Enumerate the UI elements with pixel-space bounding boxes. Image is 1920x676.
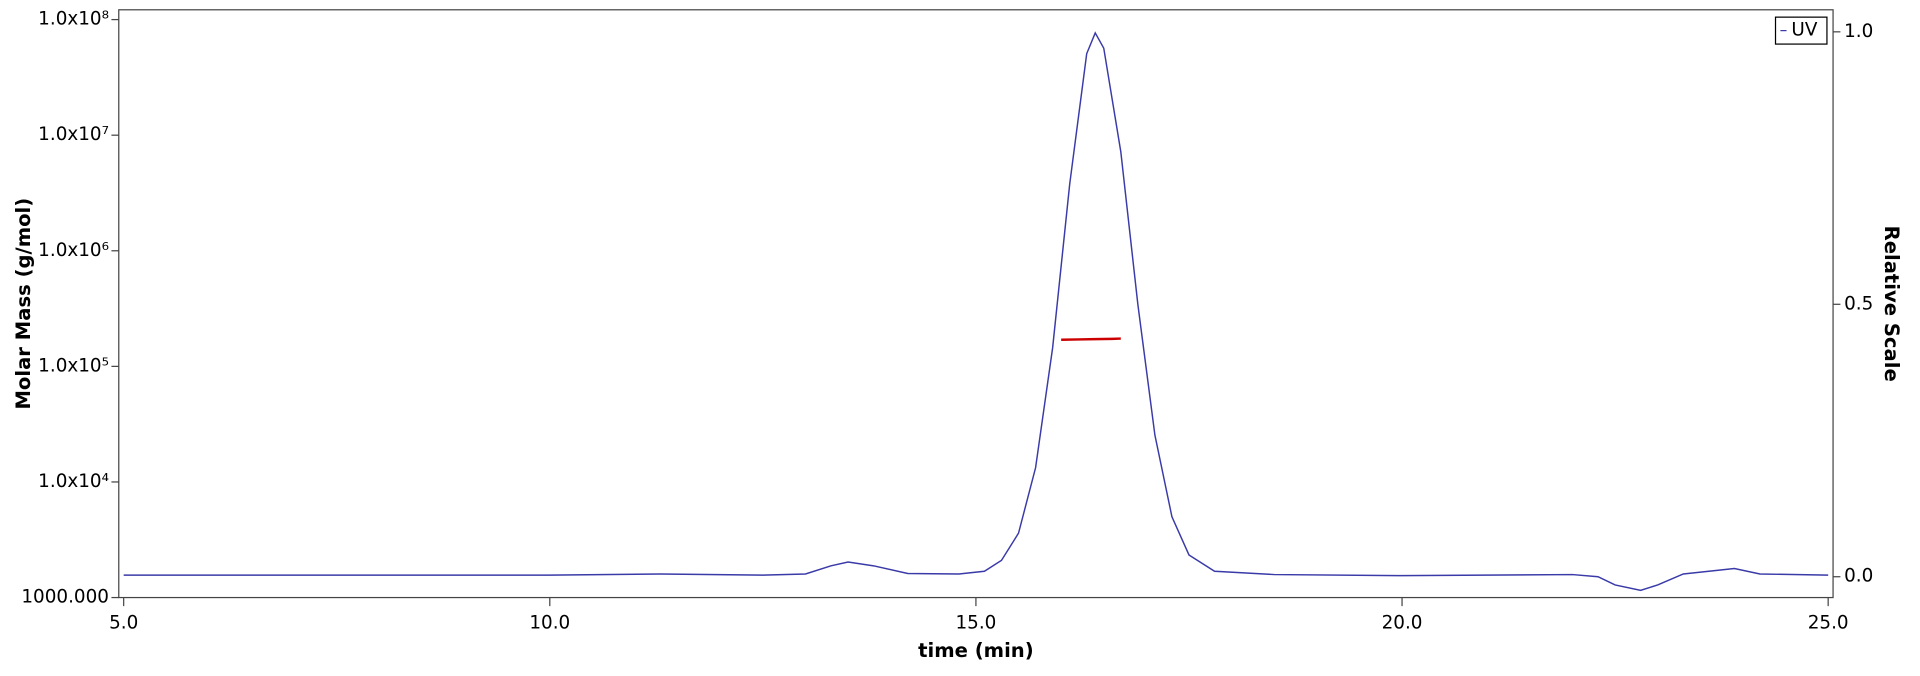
series-line: [1061, 337, 1121, 341]
series-line: [123, 31, 1829, 592]
y-tick-label: 1.0x10⁵: [38, 355, 109, 376]
x-tick-label: 20.0: [1382, 612, 1423, 633]
y-tick-label: 1.0x10⁴: [38, 471, 109, 492]
y-tick-label: 1000.000: [21, 587, 109, 608]
y-tick-label: 1.0x10⁸: [38, 9, 109, 30]
legend-label: UV: [1791, 20, 1817, 41]
y-tick-label: 1.0x10⁷: [38, 124, 109, 145]
x-tick-label: 25.0: [1808, 612, 1849, 633]
plot-frame: [118, 9, 1834, 599]
y-tick-label: 1.0x10⁶: [38, 240, 109, 261]
y2-tick-label: 0.0: [1844, 566, 1873, 587]
x-tick-label: 5.0: [109, 612, 138, 633]
y2-axis-title: Relative Scale: [1880, 226, 1903, 382]
x-tick-label: 10.0: [529, 612, 570, 633]
y-axis-title: Molar Mass (g/mol): [12, 198, 35, 410]
x-axis-title: time (min): [918, 639, 1034, 662]
y2-tick-label: 1.0: [1844, 21, 1873, 42]
x-tick-label: 15.0: [955, 612, 996, 633]
y2-tick-label: 0.5: [1844, 293, 1873, 314]
